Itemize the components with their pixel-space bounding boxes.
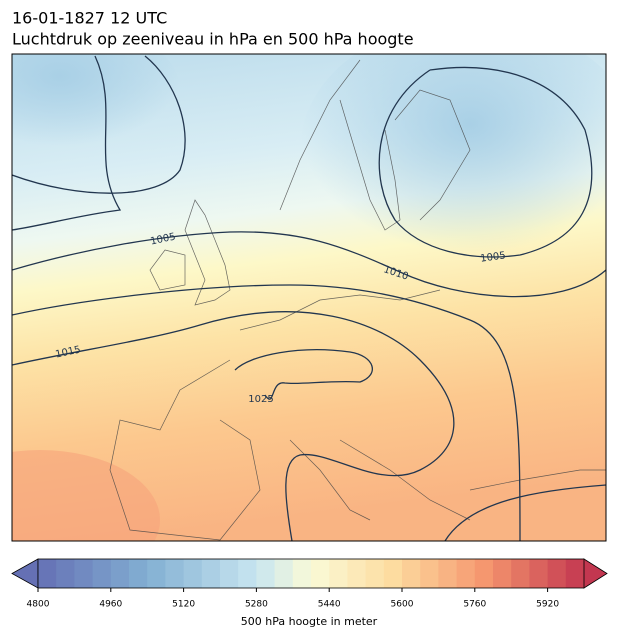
colorbar-tick-label: 5120 [172,600,195,610]
colorbar-band [438,559,458,588]
map-frame [11,53,607,542]
subtitle: Luchtdruk op zeeniveau in hPa en 500 hPa… [12,30,414,49]
colorbar-band [183,559,203,588]
colorbar-band [110,559,130,588]
colorbar-band [456,559,476,588]
colorbar-extend-low [11,558,39,589]
colorbar-band [420,559,439,588]
colorbar-band [238,559,257,588]
colorbar-band [201,559,221,588]
colorbar-band [129,559,148,588]
colorbar-band [56,559,75,588]
map [12,54,606,541]
contour-label: 1005 [150,231,177,247]
colorbar-band [38,559,57,588]
colorbar-band [220,559,239,588]
colorbar-tick-label: 5920 [536,600,559,610]
colorbar-band [92,559,112,588]
colorbar-extend-high [583,558,608,589]
contour-label: 1015 [55,344,82,360]
colorbar-band [547,559,567,588]
contour-label: 1025 [248,394,273,405]
colorbar-band [529,559,549,588]
colorbar-band [347,559,367,588]
colorbar-label: 500 hPa hoogte in meter [241,615,378,628]
colorbar-tick-label: 4960 [99,600,122,610]
colorbar-band [311,559,330,588]
title: 16-01-1827 12 UTC [12,9,167,28]
colorbar-band [256,559,276,588]
coastlines [109,59,606,541]
colorbar-tick-label: 5600 [391,600,414,610]
isobars [12,55,606,541]
colorbar-tick-label: 5440 [318,600,341,610]
colorbar-band [365,559,385,588]
colorbar-tick-label: 5280 [245,600,268,610]
colorbar-band [402,559,421,588]
colorbar-tick-label: 4800 [27,600,50,610]
colorbar-band [165,559,185,588]
colorbar-band [292,559,312,588]
colorbar-frame [37,558,585,589]
colorbar-band [511,559,530,588]
contour-label: 1005 [480,250,507,264]
colorbar-band [474,559,494,588]
colorbar-band [383,559,403,588]
colorbar-band [274,559,294,588]
colorbar-band [493,559,512,588]
colorbar-band [329,559,348,588]
colorbar-tick-label: 5760 [463,600,486,610]
colorbar-band [147,559,166,588]
colorbar-band [565,559,585,588]
colorbar-band [74,559,94,588]
